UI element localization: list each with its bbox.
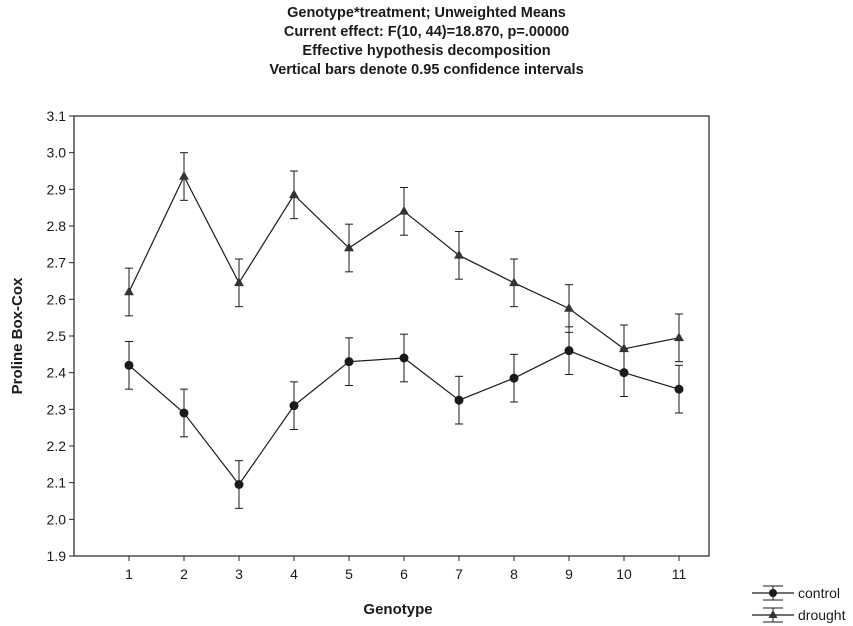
legend-marker-drought (768, 610, 778, 618)
y-axis-title: Proline Box-Cox (9, 277, 26, 394)
y-tick-label: 2.3 (47, 401, 67, 417)
legend-label-drought: drought (798, 607, 846, 623)
data-point-drought (509, 277, 519, 287)
data-point-control (399, 353, 409, 363)
legend-marker-control (769, 589, 777, 597)
x-axis-title: Genotype (363, 601, 432, 618)
data-point-control (234, 480, 244, 489)
x-tick-label: 7 (455, 566, 463, 582)
data-point-drought (234, 277, 244, 287)
series-drought (124, 152, 684, 374)
chart-subtitle-decomposition: Effective hypothesis decomposition (302, 43, 551, 59)
chart-subtitle-effect: Current effect: F(10, 44)=18.870, p=.000… (283, 24, 570, 40)
x-tick-label: 9 (565, 566, 573, 582)
x-tick-label: 8 (510, 566, 518, 582)
data-point-drought (454, 249, 464, 259)
y-tick-label: 2.4 (47, 365, 67, 381)
chart-title: Genotype*treatment; Unweighted Means (287, 5, 566, 21)
x-axis: 1 2 3 4 5 6 7 8 9 10 11 (125, 556, 686, 582)
y-tick-label: 1.9 (47, 548, 67, 564)
data-point-drought (124, 286, 134, 296)
series-layer (124, 152, 684, 509)
y-tick-label: 2.0 (47, 511, 67, 527)
data-point-control (179, 408, 189, 418)
chart-title-block: Genotype*treatment; Unweighted Means Cur… (0, 4, 853, 80)
x-tick-label: 2 (180, 566, 188, 582)
data-point-drought (344, 242, 354, 252)
y-tick-label: 3.0 (47, 145, 67, 161)
x-tick-label: 10 (616, 566, 632, 582)
y-axis: 1.9 2.0 2.1 2.2 2.3 2.4 2.5 2.6 2.7 2.8 2.9 3.0 3.1 (47, 108, 74, 564)
series-control (124, 326, 684, 509)
y-tick-label: 2.6 (47, 291, 67, 307)
data-point-drought (399, 205, 409, 215)
data-point-control (564, 346, 574, 356)
data-point-control (454, 395, 464, 405)
x-tick-label: 4 (290, 566, 298, 582)
legend-label-control: control (798, 585, 840, 601)
y-tick-label: 3.1 (47, 108, 67, 124)
x-tick-label: 1 (125, 566, 133, 582)
x-tick-label: 6 (400, 566, 408, 582)
y-tick-label: 2.8 (47, 218, 67, 234)
y-tick-label: 2.1 (47, 475, 67, 491)
x-tick-label: 11 (672, 566, 687, 582)
y-tick-label: 2.9 (47, 181, 67, 197)
data-point-drought (564, 303, 574, 312)
chart-subtitle-ci-note: Vertical bars denote 0.95 confidence int… (269, 62, 584, 78)
data-point-drought (674, 332, 684, 342)
plot-frame (73, 115, 710, 557)
data-point-control (674, 384, 684, 394)
y-tick-label: 2.7 (47, 255, 67, 271)
x-tick-label: 3 (235, 566, 243, 582)
data-point-control (289, 401, 299, 411)
data-point-drought (179, 171, 189, 180)
x-tick-label: 5 (345, 566, 353, 582)
legend: control drought (752, 585, 846, 623)
data-point-drought (289, 189, 299, 199)
data-point-control (509, 373, 519, 383)
y-tick-label: 2.5 (47, 328, 67, 344)
y-tick-label: 2.2 (47, 438, 67, 454)
data-point-control (344, 357, 354, 367)
data-point-control (124, 360, 134, 370)
data-point-drought (619, 343, 629, 353)
